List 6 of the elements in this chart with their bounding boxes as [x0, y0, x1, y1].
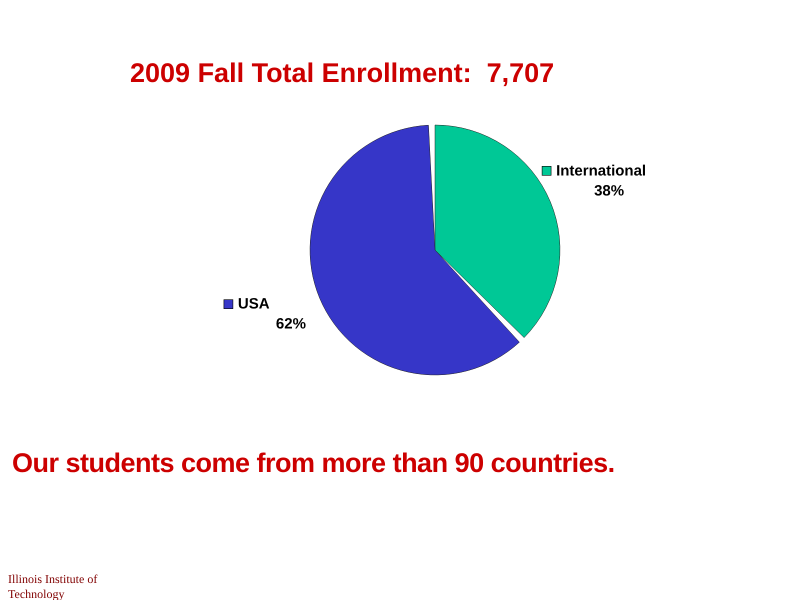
text: Our students come from more than 90 countries. — [12, 448, 615, 479]
data-label: 38% — [594, 182, 624, 200]
legend-label: International — [556, 162, 646, 180]
data-label: 62% — [276, 316, 306, 333]
chart-title: 2009 Fall Total Enrollment: 7,707 — [130, 58, 554, 89]
legend-label: USA — [238, 296, 270, 313]
